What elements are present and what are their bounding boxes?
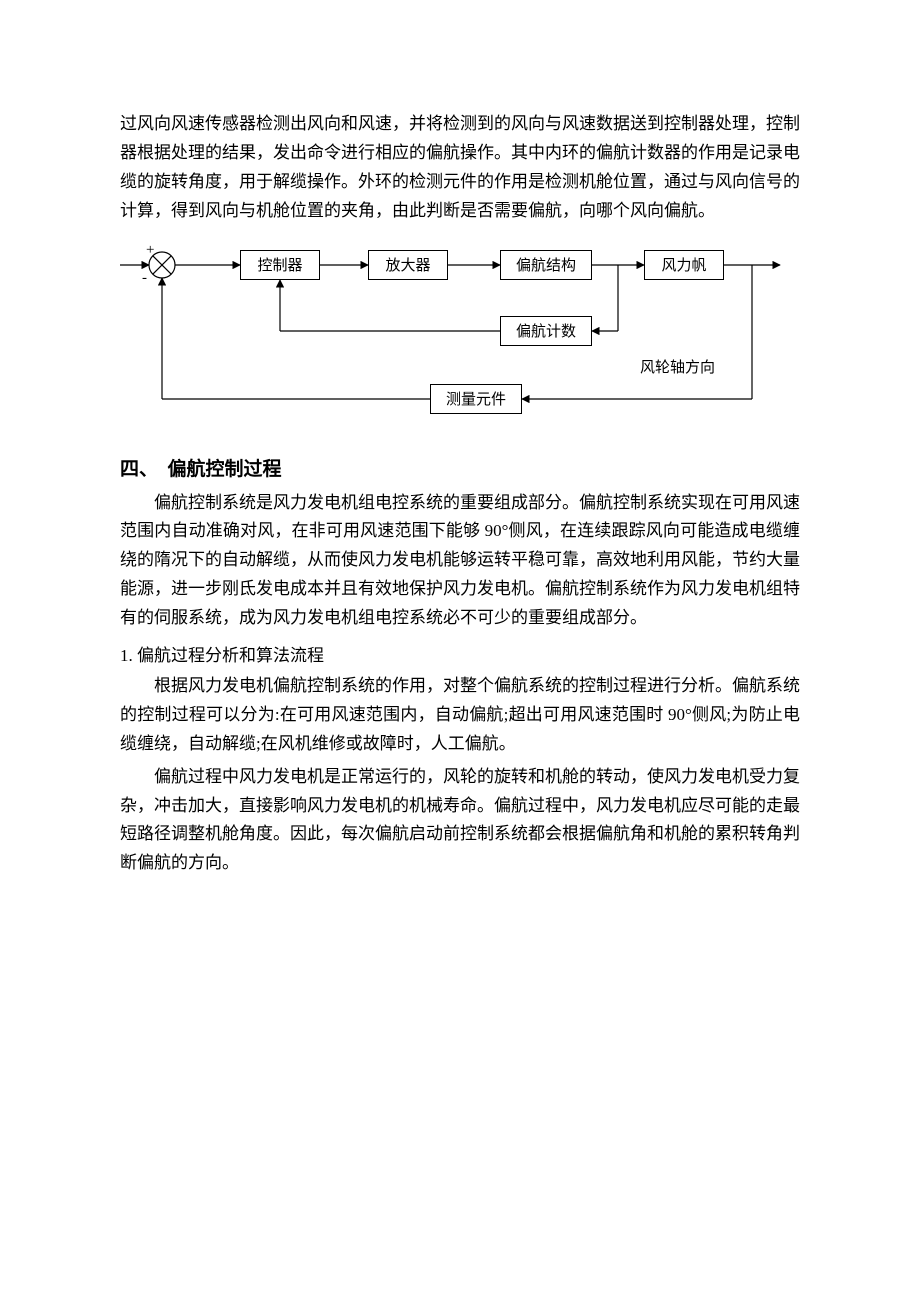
label-minus: - [142,270,147,287]
node-yaw_count: 偏航计数 [500,316,592,346]
node-measure: 测量元件 [430,384,522,414]
paragraph-4: 偏航过程中风力发电机是正常运行的，风轮的旋转和机舱的转动，使风力发电机受力复杂，… [120,763,800,879]
node-amplifier: 放大器 [368,250,448,280]
subheading-1: 1. 偏航过程分析和算法流程 [120,641,800,666]
label-axis_dir: 风轮轴方向 [640,356,715,377]
page: 过风向风速传感器检测出风向和风速，并将检测到的风向与风速数据送到控制器处理，控制… [0,0,920,1302]
paragraph-3: 根据风力发电机偏航控制系统的作用，对整个偏航系统的控制过程进行分析。偏航系统的控… [120,672,800,759]
node-controller: 控制器 [240,250,320,280]
node-yaw_struct: 偏航结构 [500,250,592,280]
paragraph-2: 偏航控制系统是风力发电机组电控系统的重要组成部分。偏航控制系统实现在可用风速范围… [120,489,800,633]
paragraph-1: 过风向风速传感器检测出风向和风速，并将检测到的风向与风速数据送到控制器处理，控制… [120,110,800,226]
label-plus: + [146,242,154,259]
node-wind_sail: 风力帆 [644,250,724,280]
block-diagram: 控制器 放大器 偏航结构 风力帆偏航计数测量元件 + - 风轮轴方向 [120,236,800,436]
heading-section-4: 四、 偏航控制过程 [120,454,800,481]
